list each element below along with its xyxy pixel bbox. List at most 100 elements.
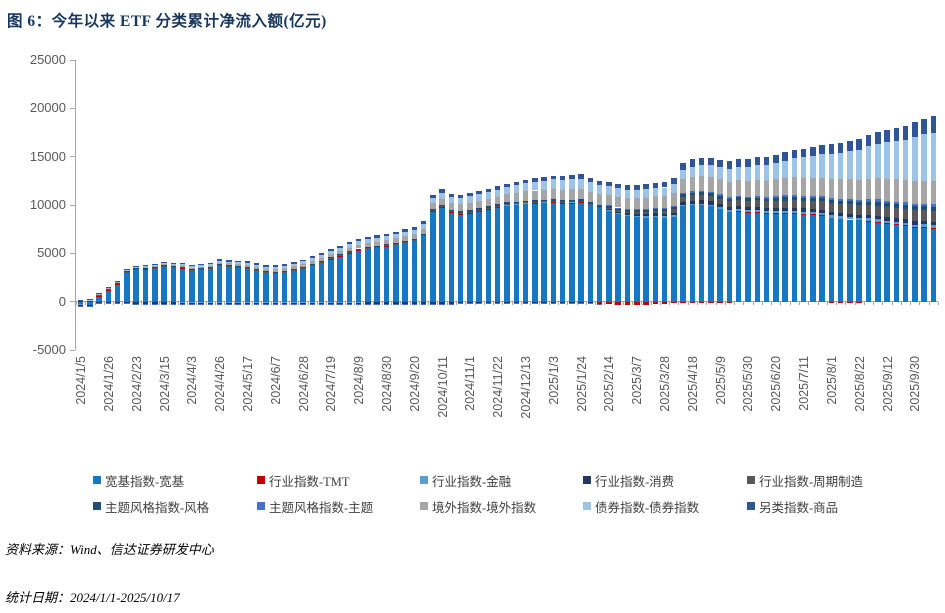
- bar-segment: [504, 205, 510, 206]
- bar-segment: [634, 215, 640, 217]
- bar-segment: [550, 200, 557, 202]
- x-axis-tick: [585, 302, 587, 306]
- bar-segment: [467, 212, 473, 214]
- bar-segment: [96, 302, 102, 304]
- bar-segment: [763, 201, 770, 208]
- bar-segment: [124, 271, 130, 272]
- bar-segment: [114, 302, 121, 304]
- y-axis-tick: [70, 349, 75, 351]
- bar-segment: [133, 265, 139, 267]
- bar-segment: [837, 216, 844, 219]
- bar-segment: [791, 196, 798, 201]
- bar-segment: [912, 181, 918, 204]
- bar-segment: [216, 262, 223, 265]
- x-axis-tick: [354, 302, 356, 306]
- bar-segment: [634, 190, 640, 198]
- bar-segment: [819, 213, 825, 216]
- bar-segment: [559, 189, 566, 201]
- bar-segment: [328, 302, 334, 305]
- bar-segment: [291, 263, 297, 267]
- bar-segment: [856, 201, 862, 205]
- bar-segment: [735, 209, 742, 212]
- bar-segment: [763, 213, 770, 302]
- bar-segment: [902, 179, 909, 203]
- bar-segment: [569, 179, 575, 190]
- bar-segment: [819, 215, 825, 302]
- bar-segment: [114, 280, 121, 282]
- bar-segment: [893, 207, 900, 219]
- bar-segment: [550, 199, 557, 201]
- bar-segment: [457, 213, 464, 215]
- bar-segment: [235, 260, 241, 263]
- bar-segment: [532, 200, 538, 202]
- bar-segment: [77, 304, 84, 305]
- bar-segment: [152, 303, 158, 305]
- bar-segment: [430, 302, 436, 304]
- bar-segment: [522, 203, 529, 205]
- bar-segment: [216, 264, 223, 266]
- x-tick-label: 2025/4/18: [685, 356, 700, 412]
- bar-segment: [300, 268, 306, 269]
- bar-segment: [875, 143, 881, 179]
- bar-segment: [800, 211, 807, 214]
- bar-segment: [96, 301, 102, 303]
- x-tick-label: 2025/8/1: [824, 356, 839, 405]
- bar-segment: [393, 303, 399, 305]
- y-tick-label: 25000: [29, 52, 66, 67]
- bar-segment: [578, 201, 584, 203]
- bar-segment: [763, 156, 770, 165]
- bar-segment: [791, 158, 798, 178]
- bar-segment: [235, 302, 241, 305]
- bar-segment: [930, 116, 937, 133]
- bar-segment: [170, 263, 177, 265]
- bar-segment: [309, 256, 316, 259]
- bar-segment: [402, 302, 408, 304]
- bar-segment: [837, 179, 844, 199]
- bar-segment: [124, 272, 130, 302]
- bar-segment: [875, 201, 881, 206]
- bar-segment: [439, 207, 445, 302]
- bar-segment: [142, 269, 149, 302]
- bar-segment: [309, 261, 316, 264]
- bar-segment: [921, 118, 927, 135]
- bar-segment: [615, 301, 621, 305]
- bar-segment: [559, 180, 566, 190]
- bar-segment: [828, 203, 835, 212]
- x-axis-tick: [483, 302, 485, 306]
- x-tick-label: 2024/9/20: [407, 356, 422, 412]
- y-tick-label: 5000: [37, 245, 66, 261]
- bar-segment: [235, 267, 241, 302]
- bar-segment: [393, 302, 399, 304]
- bar-segment: [216, 260, 223, 263]
- bar-segment: [810, 195, 816, 198]
- x-axis-tick: [252, 302, 254, 306]
- bar-segment: [791, 200, 798, 208]
- x-tick-label: 2025/7/11: [797, 356, 812, 411]
- x-tick-label: 2024/1/5: [74, 356, 89, 405]
- bar-segment: [550, 203, 557, 302]
- bar-segment: [318, 255, 325, 259]
- x-tick-label: 2025/5/9: [713, 356, 728, 405]
- bar-segment: [800, 214, 807, 302]
- bar-segment: [921, 203, 927, 207]
- bar-segment: [875, 178, 881, 200]
- bar-segment: [875, 205, 881, 216]
- bar-segment: [105, 302, 112, 304]
- bar-segment: [624, 301, 631, 306]
- bar-segment: [800, 213, 807, 215]
- bar-segment: [624, 215, 631, 302]
- x-axis-tick: [808, 302, 810, 306]
- bar-segment: [457, 204, 464, 212]
- bar-segment: [337, 256, 343, 302]
- bar-segment: [300, 302, 306, 305]
- bar-segment: [244, 261, 251, 264]
- bar-segment: [735, 211, 742, 302]
- bar-segment: [643, 184, 649, 190]
- bar-segment: [689, 176, 696, 192]
- bar-segment: [494, 206, 501, 208]
- bar-segment: [606, 210, 612, 211]
- bar-segment: [819, 209, 825, 214]
- stats-date-note: 统计日期：2024/1/1-2025/10/17: [5, 590, 180, 605]
- bar-segment: [207, 262, 214, 265]
- bar-segment: [606, 205, 612, 207]
